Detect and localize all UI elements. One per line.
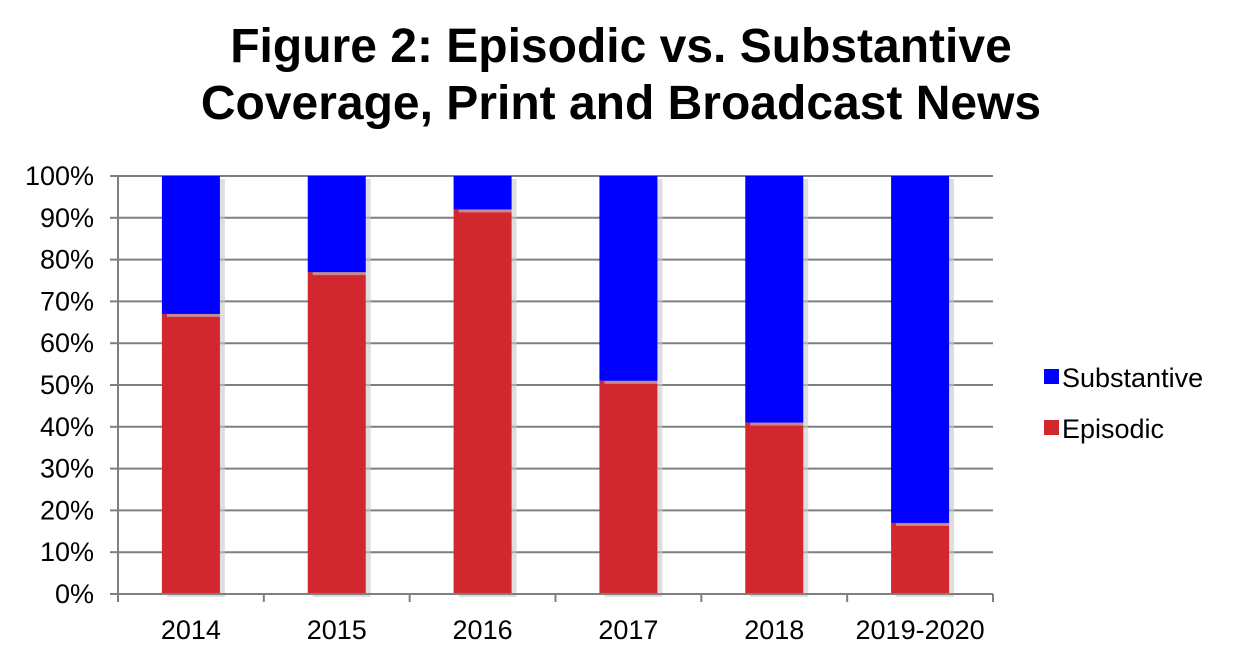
bar-episodic: [307, 272, 366, 594]
legend-swatch: [1044, 369, 1059, 384]
bar-episodic: [745, 422, 804, 594]
y-axis-tick-label: 10%: [40, 537, 94, 567]
bar-substantive: [307, 176, 366, 273]
y-axis-tick-label: 70%: [40, 286, 94, 316]
y-axis-tick-label: 0%: [55, 579, 94, 609]
legend-swatch: [1044, 420, 1059, 435]
chart-title-line-2: Coverage, Print and Broadcast News: [200, 77, 1042, 130]
bar-substantive: [745, 176, 804, 423]
bar-episodic: [599, 380, 658, 594]
gridlines: [118, 175, 993, 554]
x-axis-tick-label: 2016: [453, 615, 513, 645]
x-axis-tick-label: 2019-2020: [856, 615, 985, 645]
y-axis-tick-label: 100%: [25, 161, 94, 191]
chart-title: Figure 2: Episodic vs. Substantive Cover…: [0, 18, 1242, 132]
bar-substantive: [599, 176, 658, 381]
x-axis-tick-label: 2014: [161, 615, 221, 645]
y-axis-tick-label: 20%: [40, 495, 94, 525]
chart-title-line-1: Figure 2: Episodic vs. Substantive: [230, 20, 1012, 73]
bar-substantive: [453, 176, 512, 210]
bar-episodic: [453, 209, 512, 594]
bars: [161, 176, 955, 597]
legend-label: Episodic: [1062, 414, 1164, 444]
bar-episodic: [161, 313, 220, 594]
y-axis-tick-label: 40%: [40, 412, 94, 442]
y-axis-tick-labels: 0% 10% 20% 30% 40% 50% 60% 70% 80% 90% 100%: [25, 161, 94, 609]
legend-label: Substantive: [1062, 363, 1203, 393]
y-axis-tick-label: 30%: [40, 454, 94, 484]
x-axis-tick-labels: 2014 2015 2016 2017 2018 2019-2020: [161, 615, 985, 645]
bar-episodic: [891, 522, 950, 594]
y-axis-tick-label: 50%: [40, 370, 94, 400]
y-axis-tick-label: 90%: [40, 203, 94, 233]
bar-substantive: [891, 176, 950, 523]
axes: [110, 175, 994, 602]
x-axis-tick-label: 2017: [598, 615, 658, 645]
x-axis-tick-label: 2015: [307, 615, 367, 645]
y-axis-tick-label: 80%: [40, 245, 94, 275]
y-axis-tick-label: 60%: [40, 328, 94, 358]
x-axis-tick-label: 2018: [744, 615, 804, 645]
bar-substantive: [161, 176, 220, 314]
legend: Substantive Episodic: [1044, 363, 1203, 444]
